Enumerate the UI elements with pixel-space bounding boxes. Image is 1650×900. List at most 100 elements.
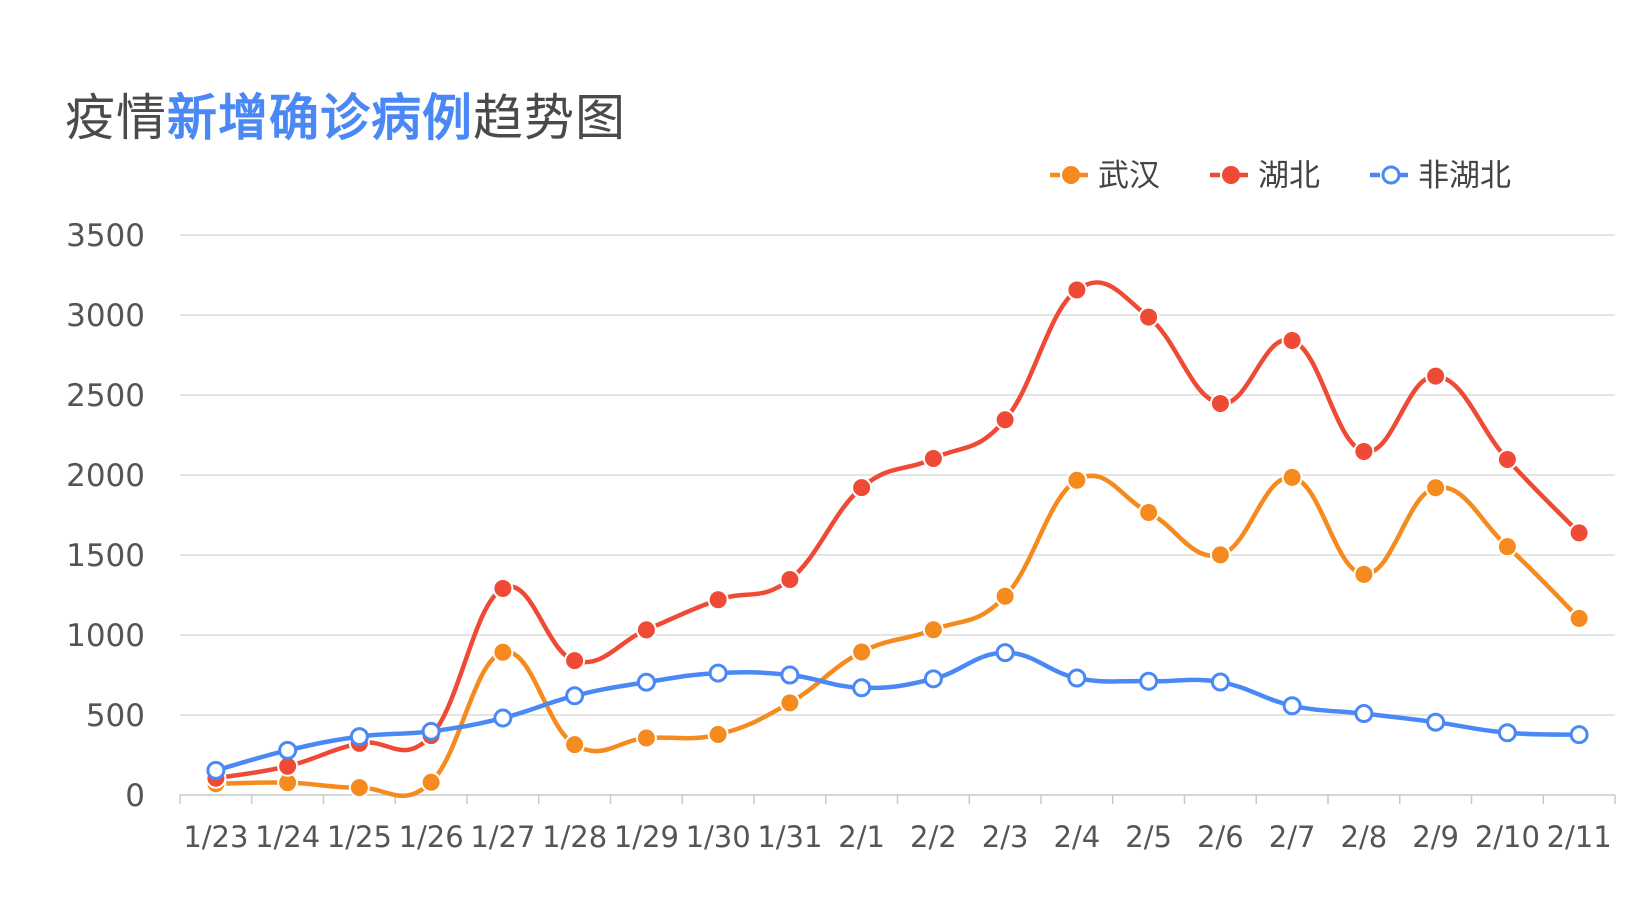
legend-label: 武汉 [1098, 158, 1160, 194]
data-point [1138, 501, 1160, 523]
legend-marker [1222, 166, 1240, 184]
data-point [1282, 696, 1302, 716]
x-tick-label: 1/27 [470, 820, 535, 854]
data-point [1496, 448, 1518, 470]
y-tick-label: 1000 [66, 618, 145, 654]
data-point [1138, 306, 1160, 328]
series-layer [205, 279, 1590, 799]
data-point [1568, 522, 1590, 544]
data-point [994, 585, 1016, 607]
x-tick-label: 2/1 [838, 820, 885, 854]
data-point [493, 708, 513, 728]
data-point [564, 734, 586, 756]
data-point [851, 641, 873, 663]
x-tick-label: 1/25 [327, 820, 392, 854]
data-point [1497, 723, 1517, 743]
data-point [1281, 329, 1303, 351]
legend-item: 湖北 [1210, 158, 1320, 194]
legend-item: 非湖北 [1370, 158, 1511, 194]
y-tick-label: 2000 [66, 458, 145, 494]
data-point [636, 672, 656, 692]
data-point [779, 692, 801, 714]
series-line [213, 473, 1582, 799]
y-tick-label: 3000 [66, 298, 145, 334]
x-tick-label: 1/31 [757, 820, 822, 854]
data-point [922, 619, 944, 641]
data-point [1281, 466, 1303, 488]
data-point [348, 777, 370, 799]
data-point [421, 721, 441, 741]
data-point [635, 619, 657, 641]
data-point [852, 678, 872, 698]
data-point [707, 589, 729, 611]
axis-layer: 0 500 1000 1500 2000 2500 3000 3500 1/23 1/24 1/25… [66, 218, 1616, 854]
data-point [995, 643, 1015, 663]
x-tick-label: 2/5 [1125, 820, 1172, 854]
x-tick-label: 1/30 [686, 820, 751, 854]
data-point [708, 663, 728, 683]
series-2 [205, 279, 1590, 789]
x-tick-label: 1/29 [614, 820, 679, 854]
x-tick-label: 2/8 [1341, 820, 1388, 854]
x-tick-label: 2/10 [1475, 820, 1540, 854]
data-point [1569, 725, 1589, 745]
data-point [922, 448, 944, 470]
data-point [492, 577, 514, 599]
series-line [213, 650, 1582, 773]
x-tick-label: 2/4 [1054, 820, 1101, 854]
data-point [206, 760, 226, 780]
x-tick-label: 2/6 [1197, 820, 1244, 854]
legend-label: 湖北 [1258, 158, 1320, 194]
x-tick-label: 1/24 [255, 820, 320, 854]
data-point [1066, 279, 1088, 301]
data-point [1425, 477, 1447, 499]
grid-layer [180, 234, 1615, 716]
chart-title-highlight: 新增确诊病例 [167, 89, 473, 147]
data-point [707, 724, 729, 746]
x-tick-label: 2/3 [982, 820, 1029, 854]
x-tick-label: 2/2 [910, 820, 957, 854]
data-point [1353, 563, 1375, 585]
data-point [1568, 607, 1590, 629]
y-tick-label: 3500 [66, 218, 145, 254]
data-point [779, 568, 801, 590]
x-tick-label: 1/23 [183, 820, 248, 854]
data-point [1139, 671, 1159, 691]
chart-title: 疫情新增确诊病例趋势图 [65, 78, 626, 150]
data-point [564, 650, 586, 672]
series-3 [206, 643, 1589, 780]
legend-item: 武汉 [1050, 158, 1160, 194]
data-point [1067, 668, 1087, 688]
x-tick-label: 2/7 [1269, 820, 1316, 854]
x-tick-label: 1/26 [399, 820, 464, 854]
data-point [492, 641, 514, 663]
data-point [1066, 469, 1088, 491]
y-tick-label: 1500 [66, 538, 145, 574]
data-point [635, 727, 657, 749]
data-point [1354, 704, 1374, 724]
legend-label: 非湖北 [1418, 158, 1511, 194]
data-point [780, 665, 800, 685]
y-tick-label: 2500 [66, 378, 145, 414]
data-point [1209, 544, 1231, 566]
data-point [1496, 536, 1518, 558]
data-point [994, 409, 1016, 431]
y-tick-label: 500 [86, 698, 145, 734]
data-point [349, 727, 369, 747]
legend-marker [1062, 166, 1080, 184]
data-point [278, 740, 298, 760]
data-point [1353, 440, 1375, 462]
chart-title-part1: 疫情 [65, 89, 167, 147]
data-point [1425, 365, 1447, 387]
chart-title-part2: 趋势图 [473, 89, 626, 147]
data-point [420, 771, 442, 793]
data-point [565, 686, 585, 706]
y-tick-label: 0 [125, 778, 145, 814]
data-point [1210, 672, 1230, 692]
data-point [1209, 392, 1231, 414]
x-tick-label: 2/11 [1547, 820, 1612, 854]
x-tick-label: 1/28 [542, 820, 607, 854]
legend-marker [1381, 165, 1401, 185]
